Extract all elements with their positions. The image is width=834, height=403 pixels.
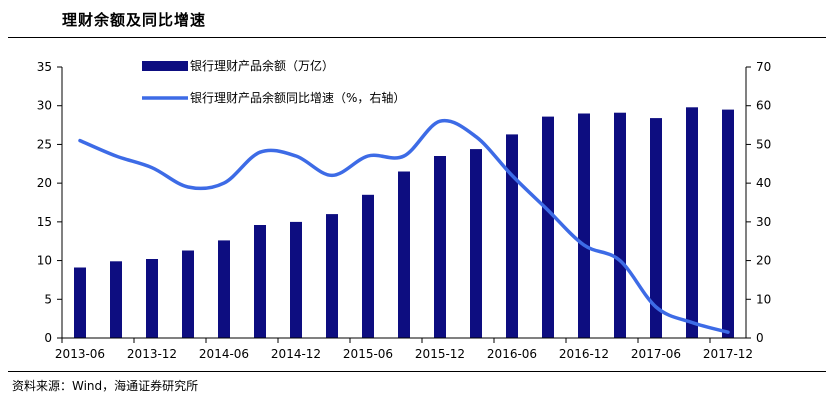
y-left-tick-label: 20	[37, 176, 52, 190]
source-note: 资料来源：Wind，海通证券研究所	[12, 379, 199, 393]
x-tick-label: 2016-06	[487, 347, 537, 361]
bar-2013-12	[146, 259, 158, 338]
x-tick-label: 2017-12	[703, 347, 753, 361]
bar-2017-06	[650, 118, 662, 338]
y-left-tick-label: 15	[37, 215, 52, 229]
y-left-tick-label: 30	[37, 99, 52, 113]
y-left-tick-label: 10	[37, 254, 52, 268]
x-tick-label: 2015-12	[415, 347, 465, 361]
y-right-tick-label: 50	[756, 137, 771, 151]
y-right-tick-label: 30	[756, 215, 771, 229]
y-left-tick-label: 25	[37, 137, 52, 151]
y-left-tick-label: 0	[44, 331, 52, 345]
legend-line-label: 银行理财产品余额同比增速（%，右轴）	[190, 90, 405, 105]
bar-2014-06	[218, 240, 230, 338]
line-series	[78, 118, 730, 334]
bar-2013-09	[110, 261, 122, 338]
bar-2016-03	[470, 149, 482, 338]
y-right-tick-label: 10	[756, 292, 771, 306]
bar-series	[74, 107, 734, 338]
y-right-tick-label: 40	[756, 176, 771, 190]
bar-2017-09	[686, 107, 698, 338]
legend-bar-label: 银行理财产品余额（万亿）	[190, 58, 334, 73]
x-tick-label: 2016-12	[559, 347, 609, 361]
bar-2015-09	[398, 171, 410, 338]
bar-2017-03	[614, 112, 626, 338]
x-tick-label: 2013-06	[55, 347, 105, 361]
bar-2016-09	[542, 116, 554, 338]
bar-2015-12	[434, 156, 446, 338]
y-left-tick-label: 35	[37, 60, 52, 74]
bar-2014-03	[182, 250, 194, 338]
y-right-tick-label: 0	[756, 331, 764, 345]
y-right-tick-label: 70	[756, 60, 771, 74]
chart-title: 理财余额及同比增速	[62, 11, 207, 29]
y-right-tick-label: 60	[756, 99, 771, 113]
source-rule	[8, 371, 826, 372]
x-tick-label: 2014-12	[271, 347, 321, 361]
bar-2013-06	[74, 267, 86, 338]
bar-2015-03	[326, 214, 338, 338]
bar-2014-12	[290, 221, 302, 338]
chart-legend: 银行理财产品余额（万亿） 银行理财产品余额同比增速（%，右轴）	[142, 58, 405, 105]
bar-2017-12	[722, 109, 734, 338]
y-left-tick-label: 5	[44, 292, 52, 306]
y-right-tick-label: 20	[756, 254, 771, 268]
x-tick-label: 2015-06	[343, 347, 393, 361]
chart-axes: 0 5 10 15 20 25 30 35 0 10 20 30 40 50 60 70 2013-06 2013…	[37, 60, 772, 361]
legend-bar-swatch	[142, 61, 188, 71]
title-rule	[8, 37, 826, 38]
x-tick-label: 2017-06	[631, 347, 681, 361]
growth-line	[78, 118, 730, 334]
x-tick-label: 2014-06	[199, 347, 249, 361]
bar-2015-06	[362, 194, 374, 338]
bar-2016-12	[578, 113, 590, 338]
bar-2014-09	[254, 225, 266, 338]
x-tick-label: 2013-12	[127, 347, 177, 361]
bar-2016-06	[506, 134, 518, 338]
